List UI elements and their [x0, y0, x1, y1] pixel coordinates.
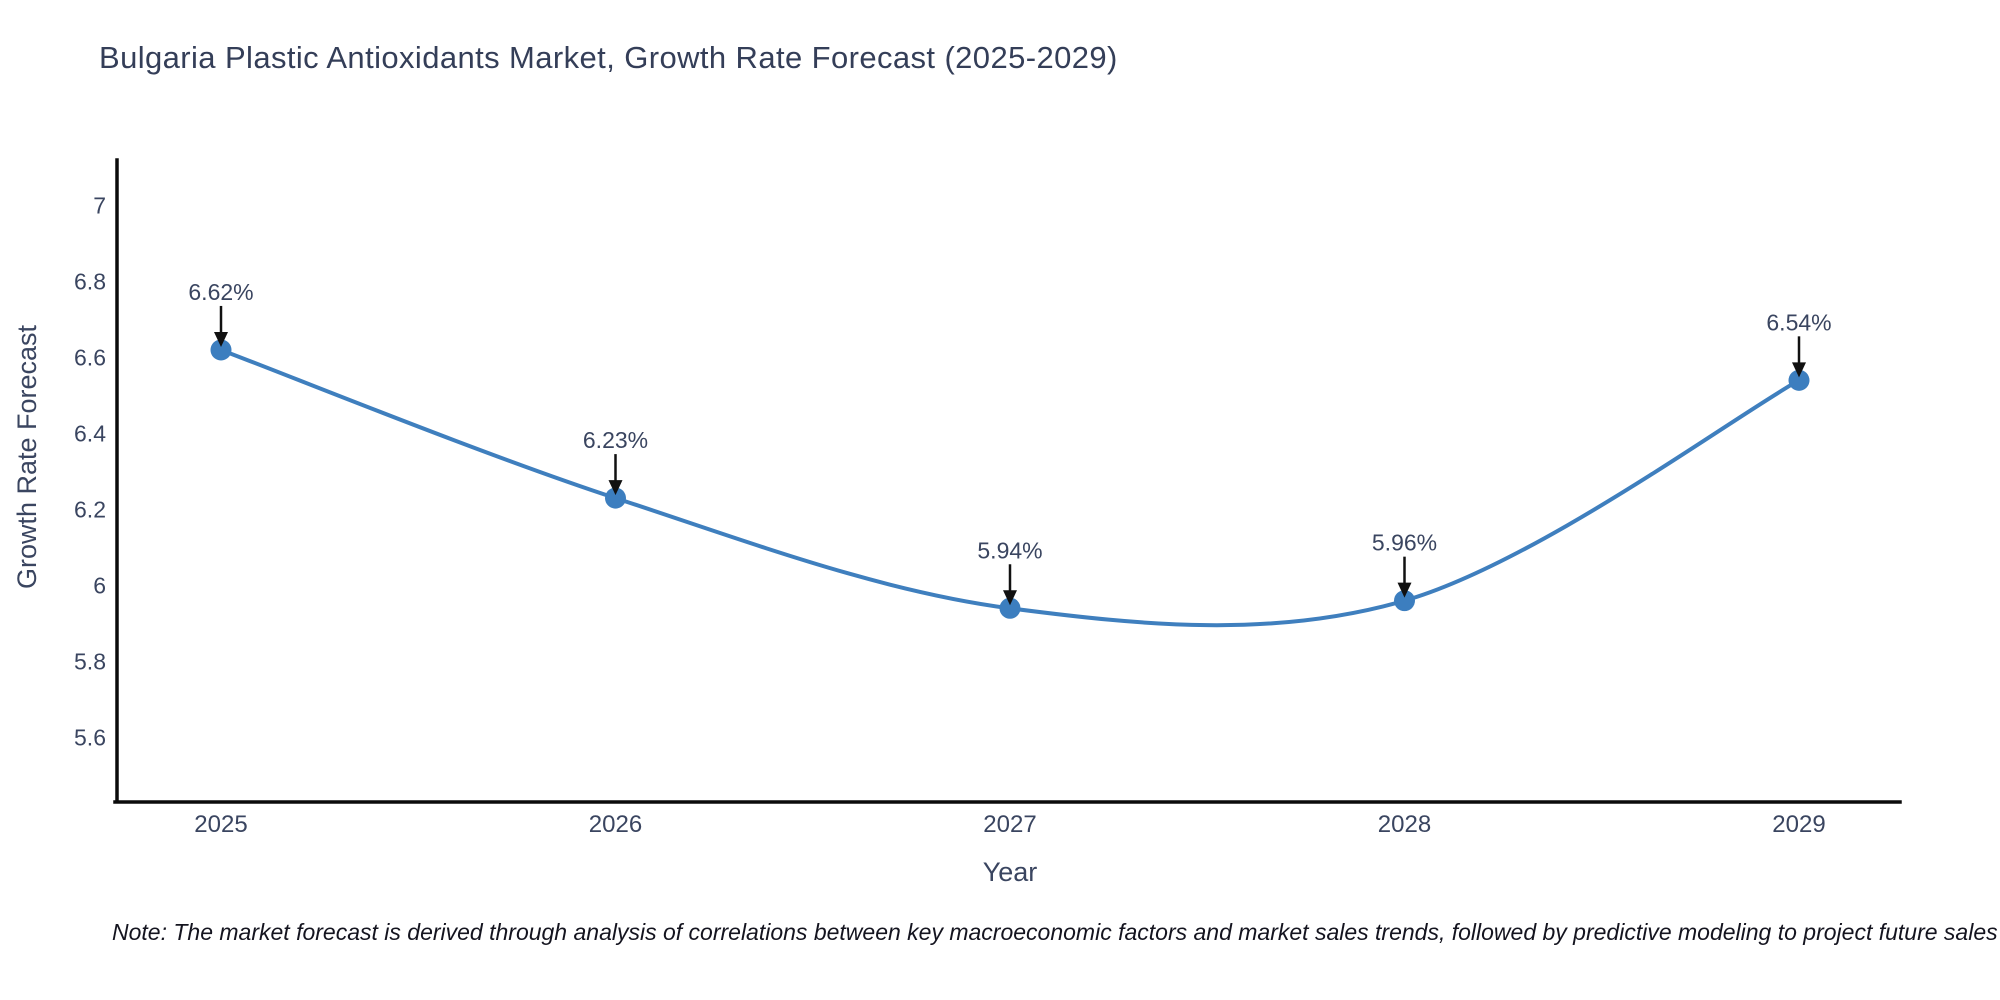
y-tick-label: 5.6 [74, 724, 106, 750]
data-point-marker [1788, 369, 1810, 391]
y-axis-title: Growth Rate Forecast [12, 324, 42, 590]
annotation-arrowhead [1003, 590, 1017, 606]
annotation-arrowhead [608, 480, 623, 496]
x-tick-label: 2026 [589, 811, 642, 838]
y-tick-label: 6.2 [74, 496, 106, 522]
x-tick-label: 2029 [1772, 811, 1825, 838]
annotation-arrowhead [214, 331, 228, 347]
y-tick-label: 5.8 [74, 648, 106, 674]
annotation-arrowhead [1792, 362, 1806, 378]
data-point-marker [999, 597, 1021, 619]
chart-title: Bulgaria Plastic Antioxidants Market, Gr… [99, 40, 1118, 75]
y-tick-label: 7 [93, 193, 106, 219]
data-point-label: 5.96% [1372, 530, 1437, 556]
y-tick-label: 6.8 [74, 269, 106, 295]
x-axis-title: Year [982, 857, 1038, 887]
data-point-marker [605, 487, 626, 509]
y-tick-label: 6.4 [74, 421, 106, 447]
data-point-label: 6.54% [1766, 309, 1831, 335]
x-tick-label: 2027 [983, 811, 1036, 838]
x-tick-label: 2028 [1378, 811, 1431, 838]
axis-lines [113, 158, 1902, 804]
y-tick-label: 6.6 [74, 345, 106, 371]
data-point-label: 6.62% [188, 279, 253, 305]
data-point-label: 5.94% [977, 537, 1042, 563]
x-tick-label: 2025 [194, 811, 247, 838]
y-tick-label: 6 [93, 572, 106, 598]
footnote: Note: The market forecast is derived thr… [112, 919, 1998, 945]
annotation-arrowhead [1397, 582, 1412, 598]
data-point-marker [1394, 590, 1415, 612]
data-point-marker [210, 339, 232, 361]
data-point-label: 6.23% [583, 427, 648, 453]
